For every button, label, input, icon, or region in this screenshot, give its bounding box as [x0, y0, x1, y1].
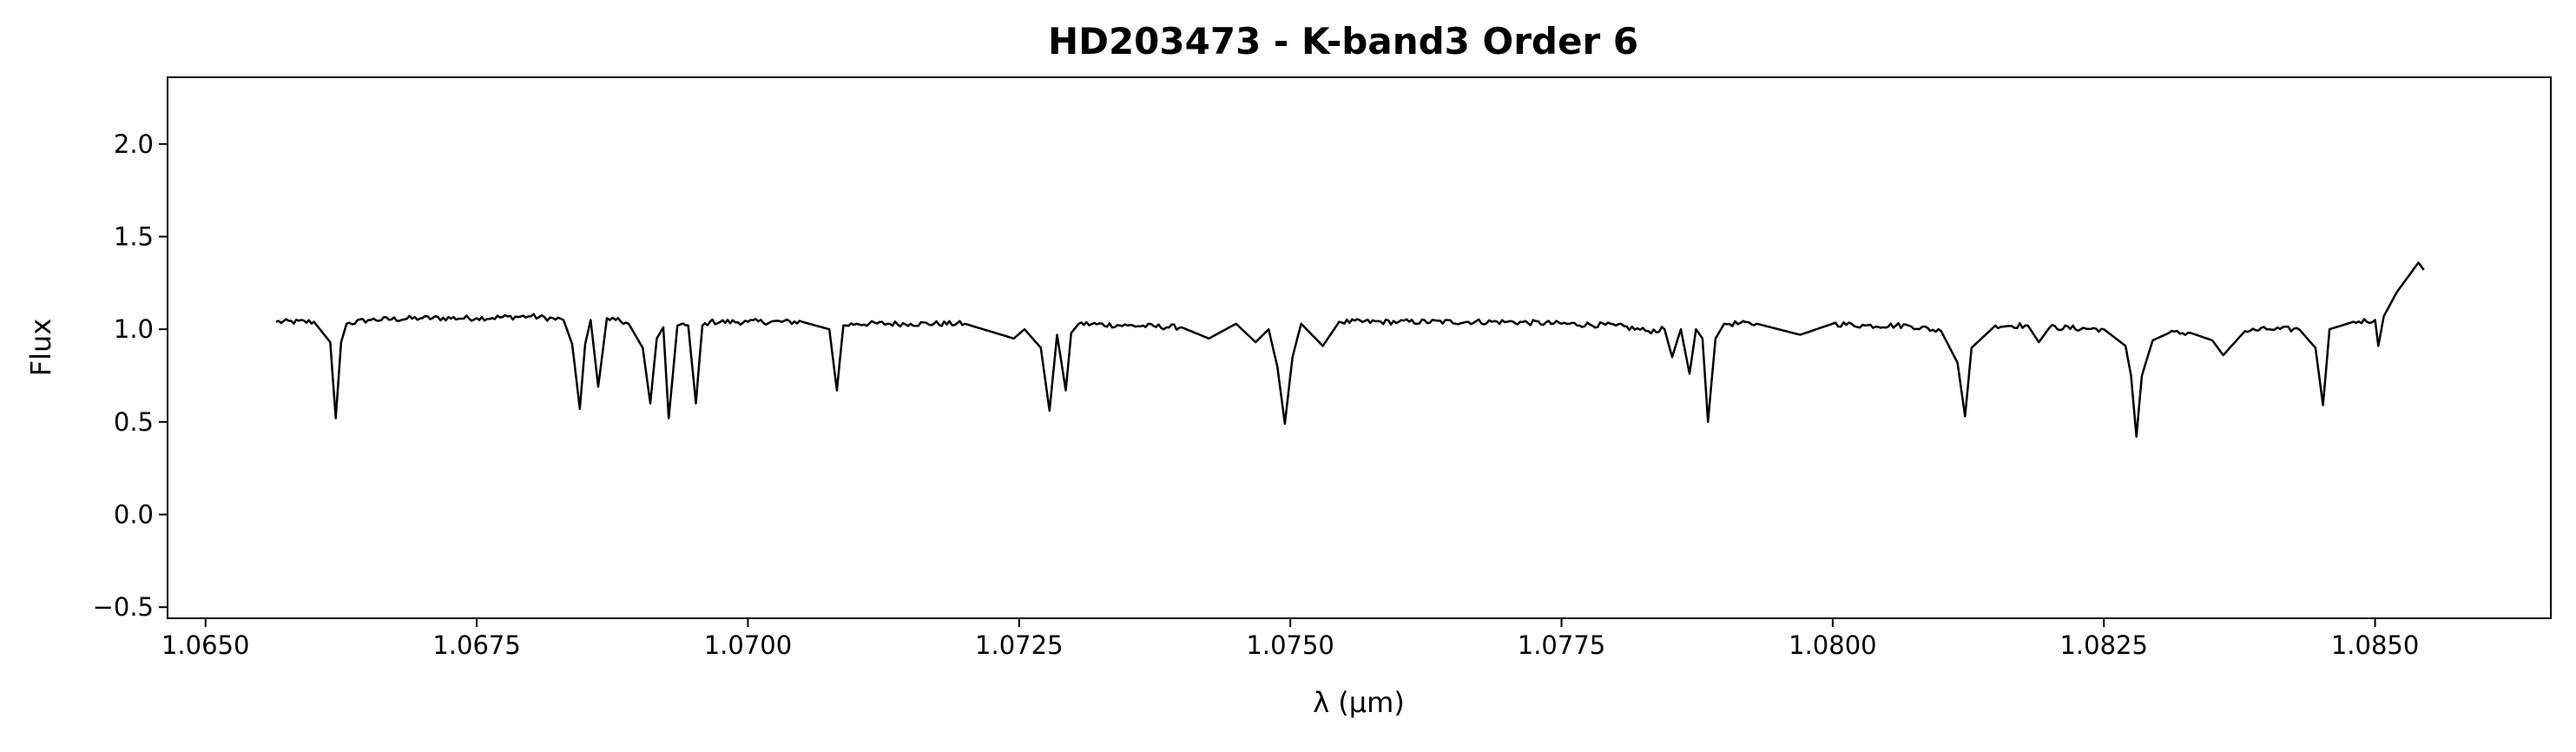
y-tick-label: 1.0 [114, 314, 154, 344]
y-tick-label: 2.0 [114, 129, 154, 159]
y-tick-label: 0.5 [114, 407, 154, 437]
x-tick-label: 1.0850 [2331, 630, 2419, 660]
chart-title: HD203473 - K-band3 Order 6 [1048, 20, 1638, 63]
x-tick-label: 1.0750 [1246, 630, 1334, 660]
x-tick-label: 1.0700 [704, 630, 792, 660]
ticks-layer: 1.0650 1.0675 1.0700 1.0725 1.0750 1.0775 1.08… [93, 129, 2420, 660]
y-tick-label: 0.0 [114, 500, 154, 530]
y-tick-label: −0.5 [93, 592, 154, 622]
y-tick-label: 1.5 [114, 221, 154, 251]
x-tick-label: 1.0775 [1518, 630, 1605, 660]
x-tick-label: 1.0650 [161, 630, 249, 660]
plot-layer [275, 261, 2425, 439]
x-tick-label: 1.0825 [2059, 630, 2147, 660]
x-tick-label: 1.0725 [975, 630, 1063, 660]
x-tick-label: 1.0675 [432, 630, 520, 660]
flux-series-line [275, 261, 2425, 439]
y-axis-label: Flux [24, 319, 57, 377]
x-tick-label: 1.0800 [1789, 630, 1876, 660]
x-axis-label: λ (μm) [1313, 686, 1405, 719]
plot-frame [167, 76, 2552, 619]
